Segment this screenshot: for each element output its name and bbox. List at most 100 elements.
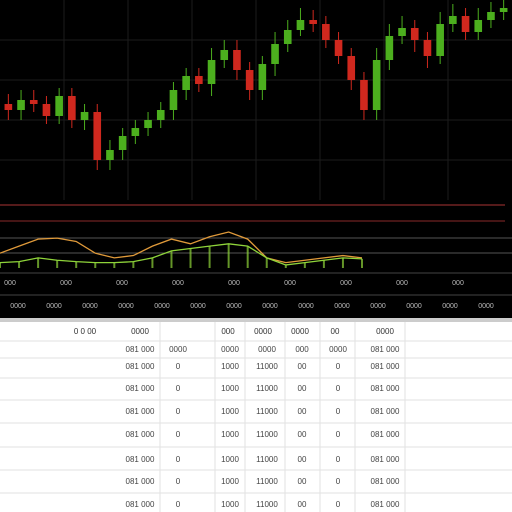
table-cell: 1000: [221, 430, 239, 439]
table-cell: 11000: [256, 500, 278, 509]
axis-label: 000: [172, 280, 184, 287]
table-cell: 081 000: [126, 384, 155, 393]
column-header: 0000: [254, 327, 272, 336]
candle-body: [55, 96, 63, 116]
axis-label: 000: [116, 280, 128, 287]
candle-body: [372, 60, 381, 110]
indicator-line: [0, 243, 363, 266]
table-cell: 0: [176, 500, 181, 509]
table-grid: [0, 322, 512, 512]
table-cell: 081 000: [126, 500, 155, 509]
axis-label: 0000: [262, 303, 278, 310]
candle-body: [118, 136, 127, 150]
candle-body: [144, 120, 152, 128]
candle-body: [220, 50, 229, 60]
candle-body: [487, 12, 495, 20]
table-cell: 0: [336, 477, 341, 486]
table-cell: 081 000: [371, 362, 400, 371]
table-cell: 1000: [221, 477, 239, 486]
table-cell: 00: [298, 500, 307, 509]
candle-body: [360, 80, 368, 110]
candle-body: [4, 104, 13, 110]
table-cell: 00: [298, 384, 307, 393]
candle-body: [271, 44, 279, 64]
table-cell: 0: [336, 384, 341, 393]
table-cell: 0: [336, 430, 341, 439]
axis-label: 0000: [190, 303, 206, 310]
table-cell: 081 000: [371, 407, 400, 416]
table-cell: 11000: [256, 430, 278, 439]
column-header: 0000: [376, 327, 394, 336]
table-cell: 1000: [221, 500, 239, 509]
axis-label: 000: [396, 280, 408, 287]
table-cell: 0: [336, 362, 341, 371]
table-cell: 0: [336, 407, 341, 416]
axis-label: 0000: [334, 303, 350, 310]
table-cell: 0000: [329, 345, 347, 354]
axis-label: 0000: [118, 303, 134, 310]
axis-label: 000: [228, 280, 240, 287]
table-cell: 11000: [256, 384, 278, 393]
table-cell: 081 000: [126, 407, 155, 416]
table-cell: 0: [176, 430, 181, 439]
candle-body: [423, 40, 432, 56]
candle-body: [347, 56, 356, 80]
splitter: [0, 318, 512, 322]
candle-body: [17, 100, 25, 110]
axis-label: 0000: [226, 303, 242, 310]
table-cell: 0: [336, 455, 341, 464]
table-cell: 081 000: [371, 430, 400, 439]
candle-body: [233, 50, 241, 70]
column-header: 000: [221, 327, 235, 336]
axis-label: 000: [60, 280, 72, 287]
axis-label: 000: [340, 280, 352, 287]
candle-body: [385, 36, 394, 60]
candle-body: [474, 20, 483, 32]
candle-body: [93, 112, 102, 160]
axis-label: 0000: [154, 303, 170, 310]
candle-body: [131, 128, 140, 136]
candle-body: [68, 96, 76, 120]
candle-body: [283, 30, 292, 44]
table-cell: 0: [176, 455, 181, 464]
candle-body: [461, 16, 470, 32]
table-cell: 1000: [221, 407, 239, 416]
table-cell: 000: [295, 345, 309, 354]
table-cell: 0: [176, 384, 181, 393]
candle-body: [309, 20, 317, 24]
axis-label: 0000: [478, 303, 494, 310]
axis-label: 000: [284, 280, 296, 287]
table-cell: 1000: [221, 455, 239, 464]
candle-body: [499, 8, 508, 12]
table-cell: 00: [298, 407, 307, 416]
axis-label: 0000: [442, 303, 458, 310]
column-header: 00: [331, 327, 340, 336]
table-cell: 081 000: [371, 345, 400, 354]
table-cell: 1000: [221, 384, 239, 393]
table-cell: 11000: [256, 477, 278, 486]
candle-body: [398, 28, 406, 36]
table-cell: 1000: [221, 362, 239, 371]
axis-label: 000: [4, 280, 16, 287]
candle-body: [296, 20, 305, 30]
candle-body: [80, 112, 89, 120]
table-cell: 0: [336, 500, 341, 509]
axis-label: 0000: [406, 303, 422, 310]
table-cell: 0000: [221, 345, 239, 354]
table-cell: 081 000: [126, 362, 155, 371]
candle-body: [156, 110, 165, 120]
table-cell: 081 000: [126, 430, 155, 439]
candle-body: [182, 76, 190, 90]
table-cell: 00: [298, 430, 307, 439]
axis-label: 0000: [82, 303, 98, 310]
candle-body: [410, 28, 419, 40]
table-cell: 11000: [256, 362, 278, 371]
candle-body: [195, 76, 203, 84]
table-cell: 0: [176, 407, 181, 416]
axis-label: 0000: [298, 303, 314, 310]
table-cell: 0: [176, 477, 181, 486]
candle-body: [29, 100, 38, 104]
table-cell: 11000: [256, 407, 278, 416]
table-cell: 081 000: [126, 345, 155, 354]
